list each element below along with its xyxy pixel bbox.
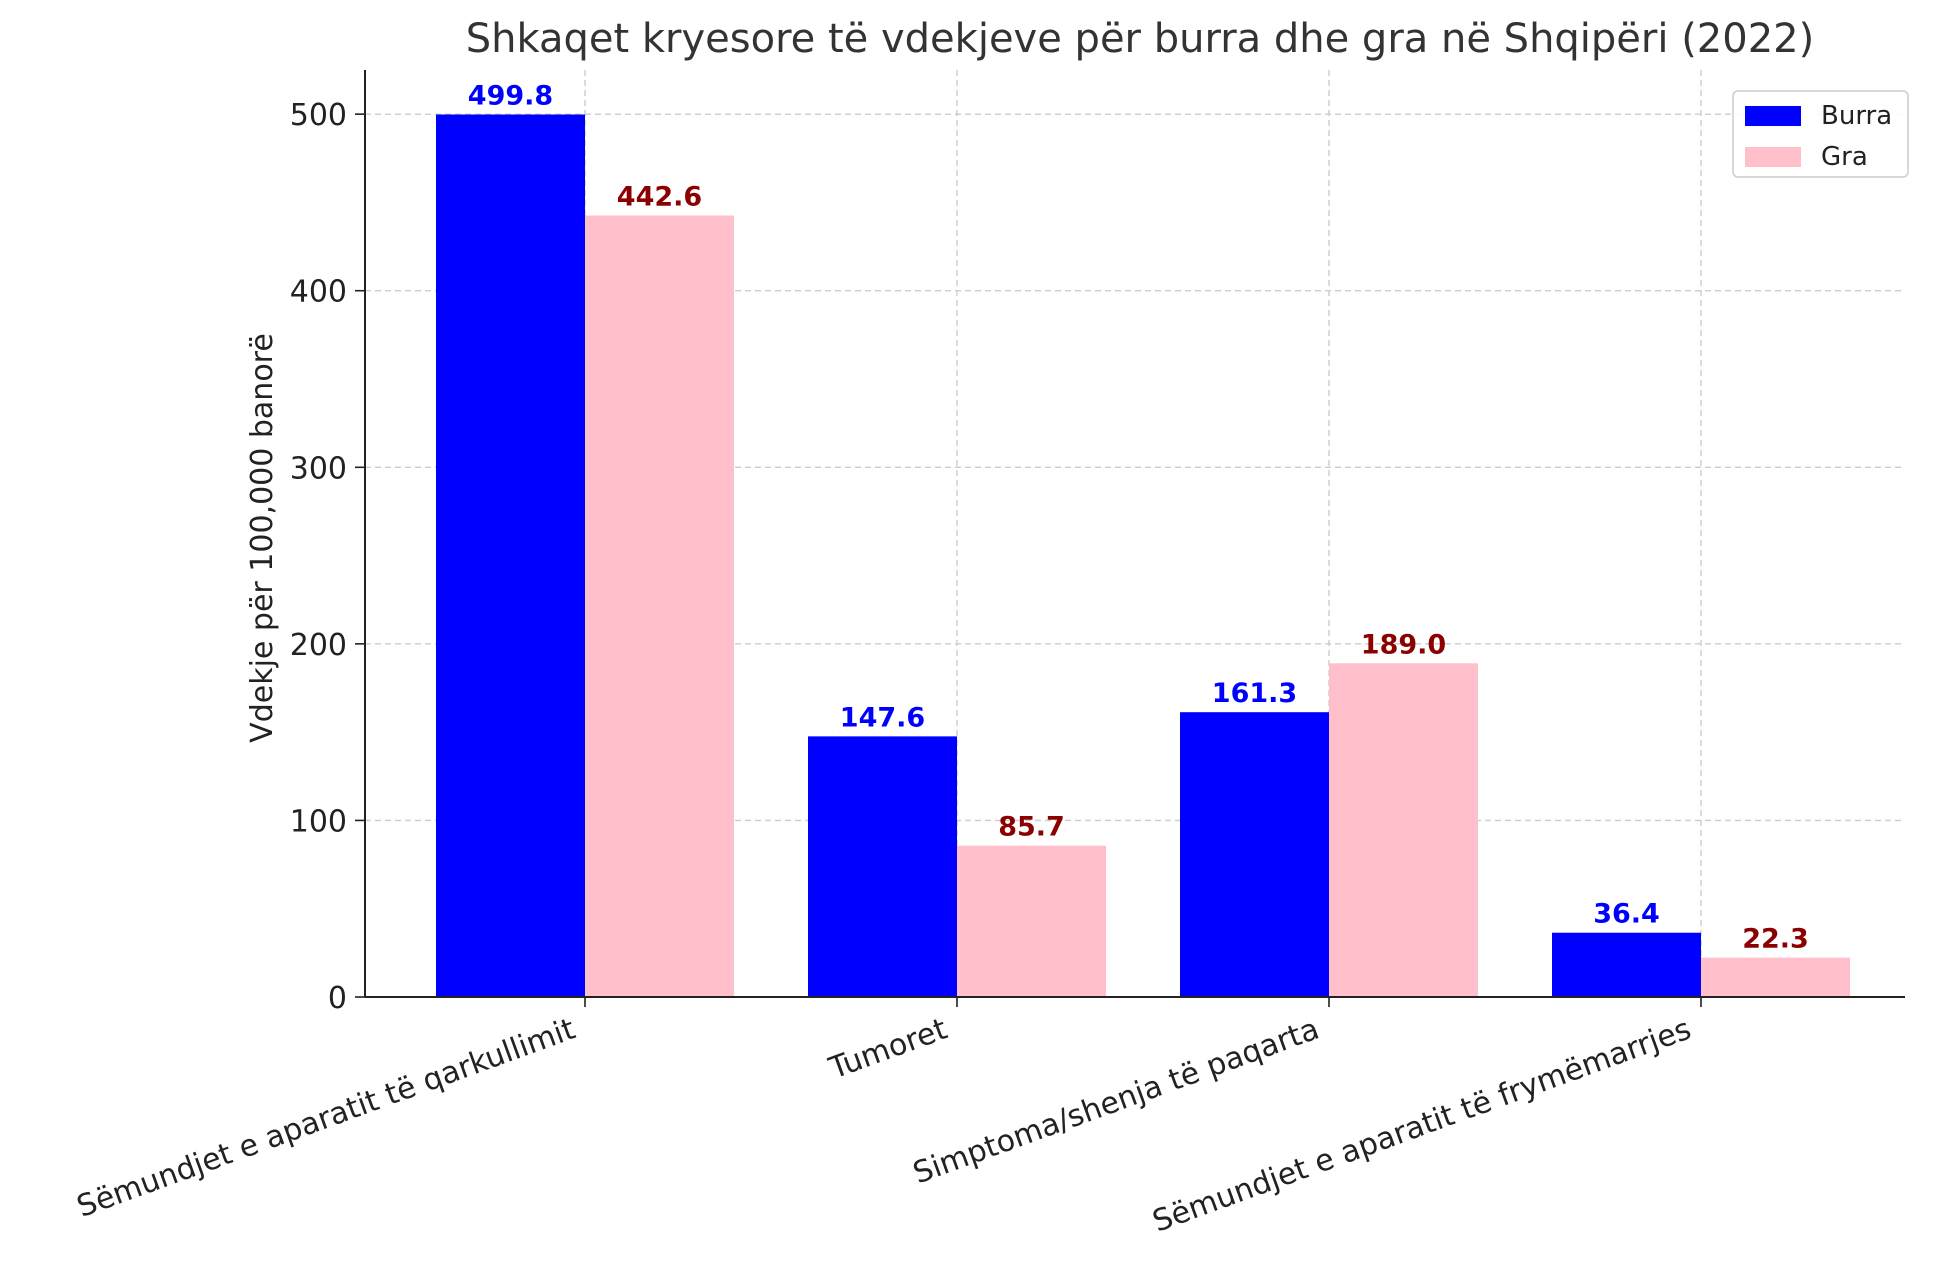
bars (436, 114, 1850, 998)
data-label-burra: 161.3 (1212, 678, 1297, 709)
bar-burra (436, 114, 585, 998)
legend-swatch-burra (1745, 106, 1801, 126)
bar-gra (1701, 957, 1850, 997)
y-tick-label: 400 (290, 275, 347, 310)
x-tick-label: Sëmundjet e aparatit të qarkullimit (72, 1012, 580, 1225)
axes: 0 100 200 300 400 500 Sëmundjet e aparatit të … (72, 70, 1905, 1239)
data-label-burra: 36.4 (1593, 899, 1660, 930)
bar-gra (585, 215, 734, 997)
data-label-burra: 147.6 (840, 702, 925, 733)
data-label-gra: 189.0 (1361, 629, 1446, 660)
x-tick-label: Tumoret (824, 1012, 952, 1087)
bar-gra (1329, 663, 1478, 997)
y-tick-label: 100 (290, 804, 347, 839)
legend-swatch-gra (1745, 147, 1801, 167)
legend-label-burra: Burra (1821, 101, 1892, 131)
bar-burra (1180, 712, 1329, 997)
data-labels: 499.8 147.6 161.3 36.4 442.6 85.7 189.0 22.3 (468, 80, 1809, 954)
y-tick-label: 200 (290, 628, 347, 663)
legend: Burra Gra (1732, 90, 1909, 178)
y-tick-label: 500 (290, 98, 347, 133)
data-label-gra: 85.7 (998, 812, 1065, 843)
y-tick-label: 300 (290, 451, 347, 486)
data-label-burra: 499.8 (468, 80, 553, 111)
bar-burra (1552, 932, 1701, 997)
bar-gra (957, 845, 1106, 997)
y-axis-label: Vdekje për 100,000 banorë (245, 333, 280, 743)
data-label-gra: 22.3 (1742, 924, 1809, 955)
y-tick-label: 0 (328, 981, 347, 1016)
chart-title: Shkaqet kryesore të vdekjeve për burra d… (466, 16, 1814, 62)
legend-label-gra: Gra (1821, 142, 1868, 172)
bar-burra (808, 736, 957, 997)
data-label-gra: 442.6 (617, 181, 702, 212)
